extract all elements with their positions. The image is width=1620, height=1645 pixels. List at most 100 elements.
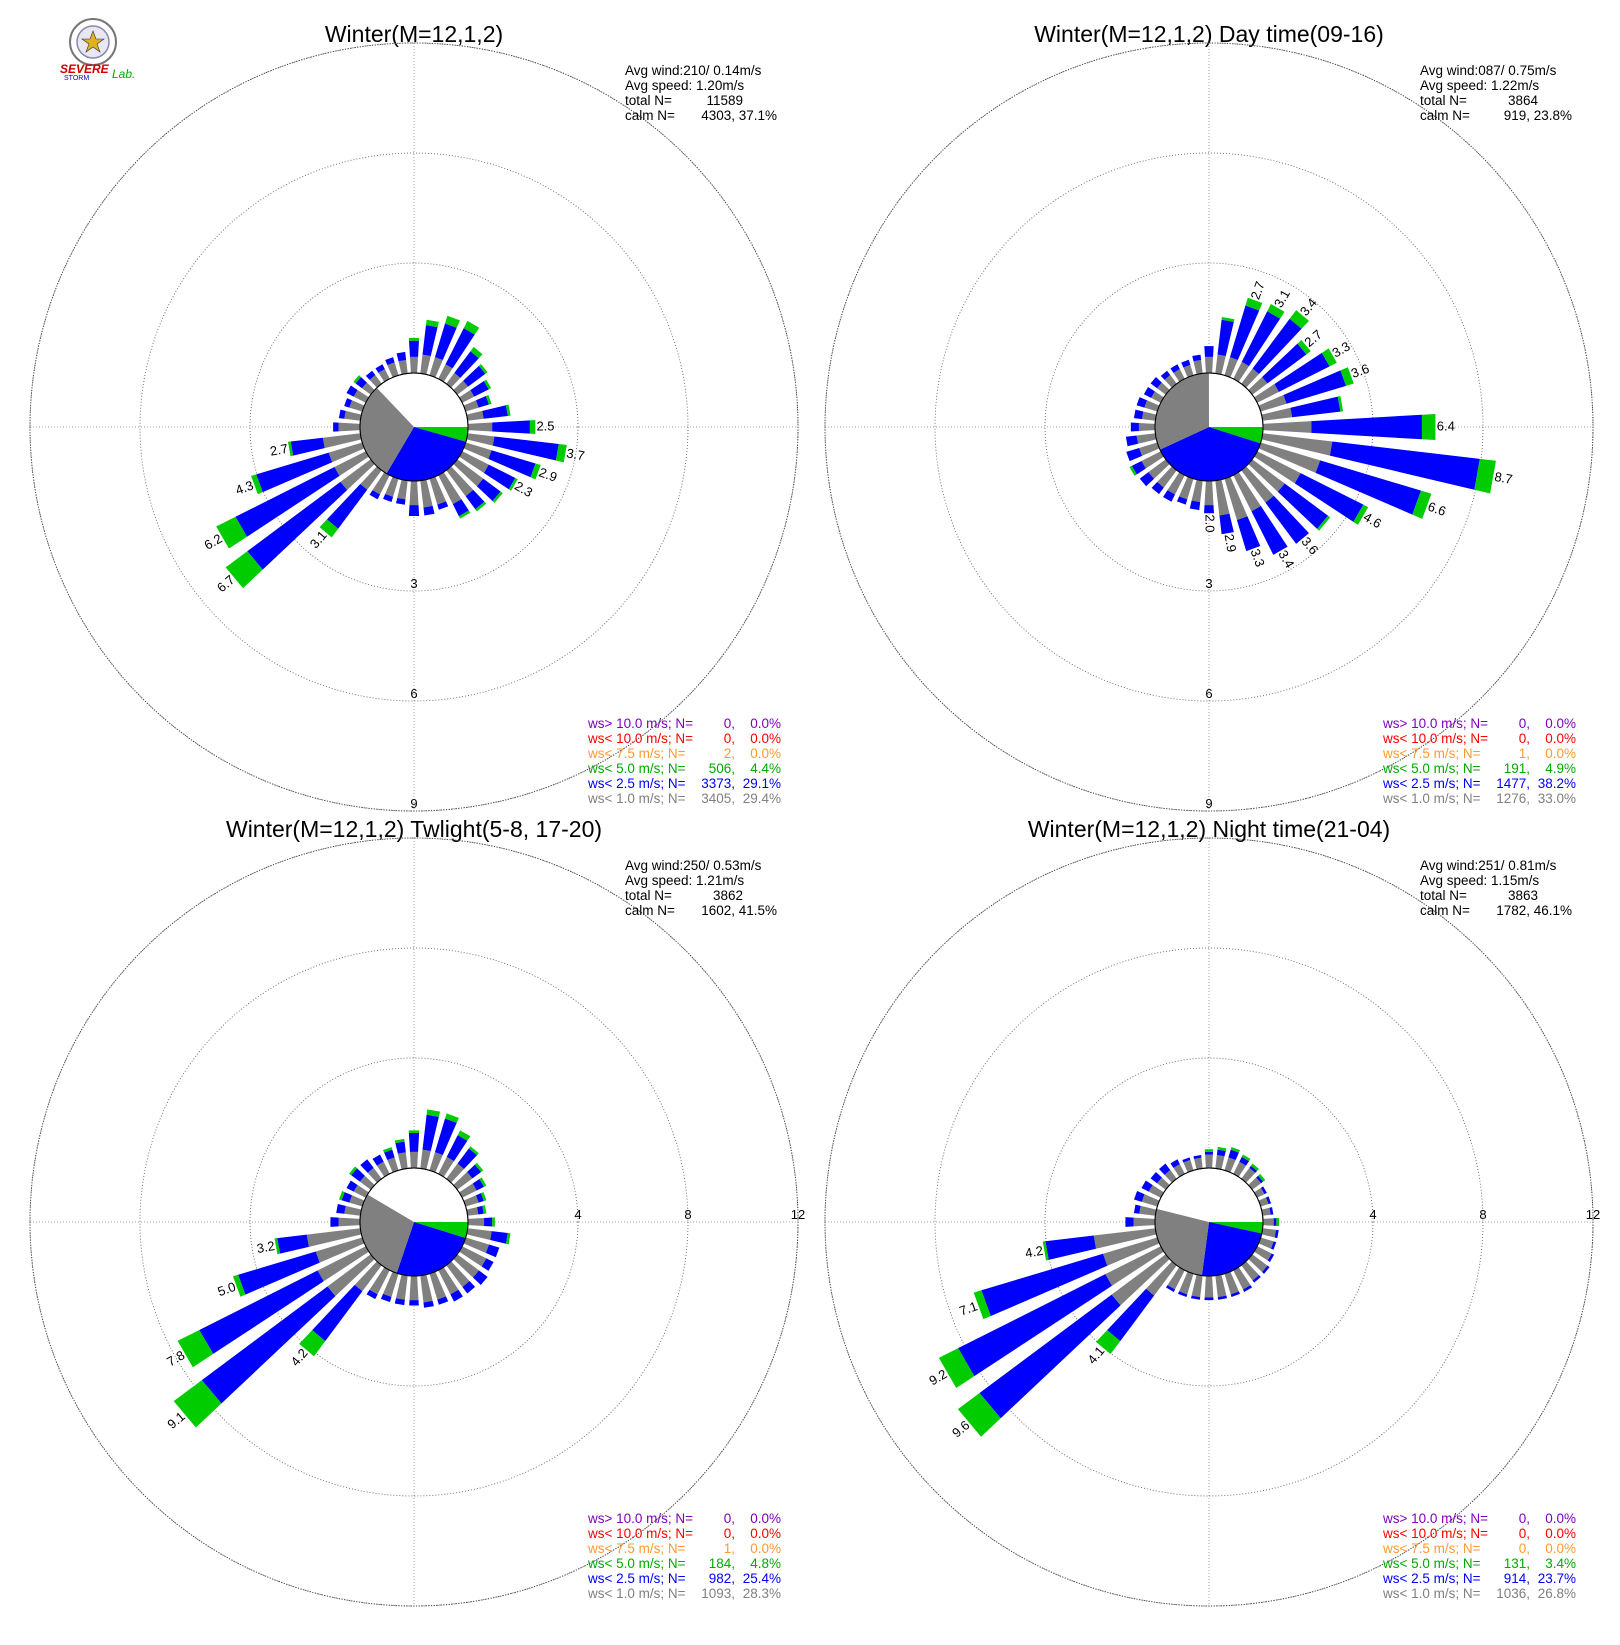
stat-line-4: calm N= bbox=[625, 108, 675, 123]
bar-dir-310-seg-0 bbox=[1157, 382, 1170, 395]
bar-dir-10-seg-0 bbox=[420, 354, 431, 375]
bar-dir-30-seg-1 bbox=[445, 328, 475, 369]
bar-dir-170-seg-1 bbox=[1219, 513, 1234, 535]
bar-dir-110-seg-0 bbox=[463, 442, 492, 460]
bar-dir-260 bbox=[287, 433, 362, 457]
bar-dir-140-seg-1 bbox=[1265, 495, 1309, 544]
legend-pct-4: 3.4% bbox=[1545, 1556, 1576, 1571]
bar-dir-110-seg-1 bbox=[488, 450, 536, 478]
bar-dir-220-seg-0 bbox=[360, 466, 382, 490]
legend-class-4: ws< 5.0 m/s; N= bbox=[587, 1556, 686, 1571]
bar-dir-10 bbox=[420, 1109, 441, 1170]
bar-dir-20 bbox=[429, 315, 460, 378]
bar-dir-290-seg-0 bbox=[1144, 400, 1160, 412]
bar-dir-140-seg-2 bbox=[475, 501, 487, 512]
bar-dir-90-seg-0 bbox=[467, 1217, 485, 1227]
bar-dir-310 bbox=[1150, 1172, 1170, 1190]
panel-title: Winter(M=12,1,2) Twlight(5-8, 17-20) bbox=[226, 816, 602, 842]
bar-dir-110-seg-2 bbox=[1412, 490, 1432, 519]
bar-dir-180-seg-1 bbox=[409, 1300, 419, 1306]
bar-dir-80 bbox=[1261, 395, 1344, 421]
ring-label-3: 9 bbox=[1205, 796, 1212, 811]
stat-value-4: 4303, 37.1% bbox=[701, 108, 777, 123]
calm-sector-grey bbox=[360, 387, 414, 474]
bar-dir-80 bbox=[466, 404, 511, 421]
bar-dir-30 bbox=[438, 320, 480, 382]
bar-dir-140 bbox=[446, 466, 487, 512]
legend-pct-6: 26.8% bbox=[1538, 1586, 1576, 1601]
bar-dir-350-seg-2 bbox=[394, 1138, 405, 1144]
bar-dir-280-seg-1 bbox=[1133, 409, 1144, 420]
bar-dir-280 bbox=[336, 1203, 362, 1216]
bar-dir-130-seg-0 bbox=[453, 1254, 479, 1278]
bar-dir-310 bbox=[349, 1166, 375, 1190]
bar-label-110: 6.6 bbox=[1426, 499, 1448, 519]
bar-dir-40 bbox=[446, 1146, 479, 1183]
legend-class-3: ws< 7.5 m/s; N= bbox=[1382, 746, 1481, 761]
legend-pct-3: 0.0% bbox=[1545, 1541, 1576, 1556]
bar-dir-90-seg-2 bbox=[1276, 1217, 1280, 1227]
bar-dir-10-seg-2 bbox=[425, 319, 439, 328]
bar-dir-230-seg-1 bbox=[979, 1294, 1121, 1419]
bar-dir-140-seg-1 bbox=[465, 489, 485, 510]
legend-class-5: ws< 2.5 m/s; N= bbox=[1382, 1571, 1481, 1586]
bar-dir-330 bbox=[375, 364, 390, 382]
bar-dir-340-seg-1 bbox=[1181, 359, 1191, 368]
bar-dir-20-seg-1 bbox=[1228, 1149, 1239, 1161]
bar-dir-160-seg-0 bbox=[429, 476, 447, 505]
bar-dir-90-seg-2 bbox=[492, 1217, 495, 1227]
range-ring-2 bbox=[934, 947, 1484, 1497]
bar-dir-40-seg-1 bbox=[1252, 318, 1302, 374]
bar-dir-220-seg-1 bbox=[312, 1284, 363, 1342]
bar-dir-160-seg-1 bbox=[1236, 516, 1261, 552]
bar-dir-130 bbox=[453, 459, 503, 503]
logo-line1: SEVERE bbox=[60, 62, 110, 76]
bar-dir-280-seg-0 bbox=[344, 1205, 362, 1216]
bar-dir-80-seg-1 bbox=[482, 405, 508, 419]
bar-dir-10-seg-1 bbox=[1217, 319, 1234, 357]
legend-pct-3: 0.0% bbox=[750, 1541, 781, 1556]
bar-dir-90 bbox=[1262, 1217, 1280, 1227]
bar-dir-200-seg-1 bbox=[1176, 496, 1188, 505]
bar-dir-30-seg-0 bbox=[438, 364, 453, 382]
legend-n-4: 506, bbox=[709, 761, 735, 776]
bar-dir-290-seg-0 bbox=[349, 400, 365, 412]
bar-dir-100 bbox=[466, 433, 567, 463]
bar-dir-10-seg-0 bbox=[420, 1149, 431, 1170]
legend-pct-2: 0.0% bbox=[750, 1526, 781, 1541]
bar-dir-190 bbox=[395, 479, 408, 505]
bar-dir-70-seg-0 bbox=[463, 1195, 479, 1207]
calm-pie bbox=[1154, 1167, 1264, 1277]
calm-outline bbox=[1154, 372, 1264, 482]
bar-dir-180 bbox=[1204, 1275, 1214, 1301]
bar-dir-150-seg-1 bbox=[452, 499, 469, 517]
range-ring-2 bbox=[139, 152, 689, 702]
stat-value-3: 3864 bbox=[1508, 93, 1539, 108]
bar-dir-140-seg-0 bbox=[446, 1261, 470, 1287]
bar-dir-110-seg-2 bbox=[530, 463, 541, 480]
bar-dir-130-seg-2 bbox=[1317, 515, 1331, 531]
bar-dir-0-seg-0 bbox=[409, 1151, 419, 1169]
bar-dir-50-seg-1 bbox=[463, 365, 486, 387]
range-ring-1 bbox=[249, 1057, 579, 1387]
bar-dir-290-seg-0 bbox=[1141, 1194, 1160, 1207]
legend-class-3: ws< 7.5 m/s; N= bbox=[1382, 1541, 1481, 1556]
bar-dir-220-seg-0 bbox=[354, 1261, 382, 1292]
bar-dir-30-seg-0 bbox=[1233, 361, 1250, 382]
bar-dir-70 bbox=[1258, 1196, 1272, 1207]
bar-dir-300-seg-1 bbox=[1143, 386, 1155, 398]
panel-title: Winter(M=12,1,2) Night time(21-04) bbox=[1028, 816, 1390, 842]
bar-label-170: 2.9 bbox=[1222, 533, 1240, 553]
bar-dir-200-seg-1 bbox=[383, 493, 394, 502]
bar-dir-120-seg-1 bbox=[1294, 473, 1364, 522]
bar-dir-90-seg-0 bbox=[1262, 421, 1312, 433]
legend-n-3: 0, bbox=[1519, 1541, 1530, 1556]
stat-value-4: 1602, 41.5% bbox=[701, 903, 777, 918]
bar-dir-320 bbox=[1159, 1163, 1177, 1183]
bar-dir-310-seg-0 bbox=[1157, 1177, 1170, 1190]
bar-dir-120-seg-0 bbox=[1254, 1246, 1272, 1261]
bar-dir-100-seg-1 bbox=[1329, 441, 1480, 490]
bar-dir-230-seg-2 bbox=[173, 1380, 222, 1428]
bar-dir-50-seg-1 bbox=[1256, 1175, 1264, 1184]
bar-dir-20 bbox=[429, 1113, 459, 1173]
